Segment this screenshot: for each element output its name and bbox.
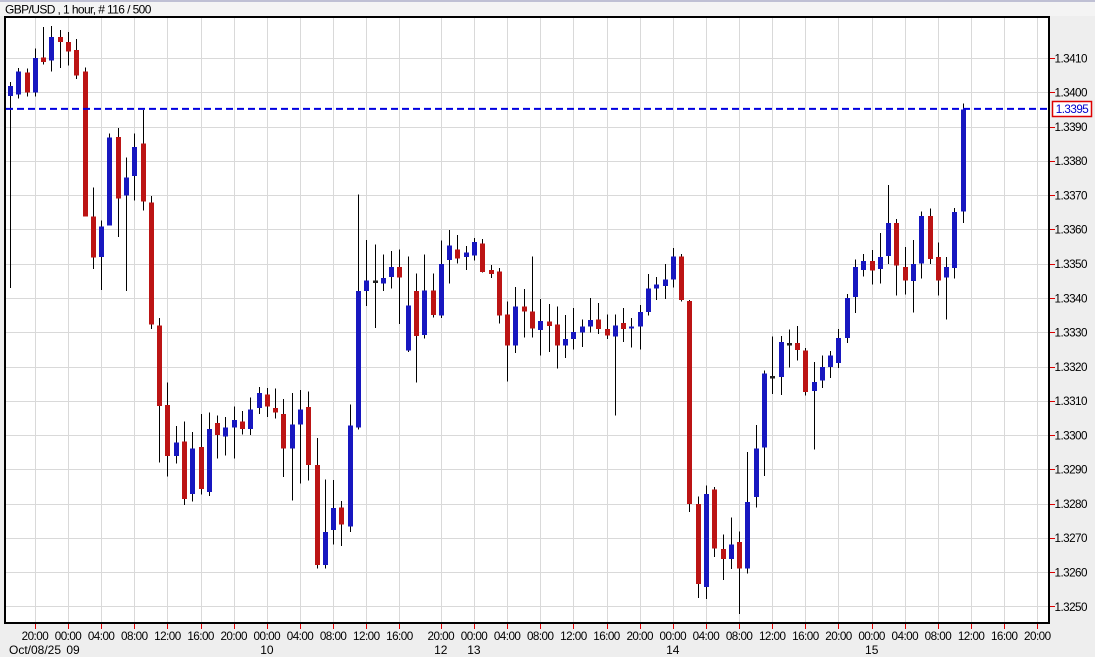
svg-text:16:00: 16:00	[593, 630, 621, 643]
svg-text:1.3395: 1.3395	[1056, 103, 1089, 116]
svg-text:15: 15	[865, 643, 879, 657]
svg-text:00:00: 00:00	[660, 630, 688, 643]
svg-text:04:00: 04:00	[88, 630, 116, 643]
svg-text:08:00: 08:00	[527, 630, 555, 643]
svg-text:08:00: 08:00	[320, 630, 348, 643]
svg-text:08:00: 08:00	[726, 630, 754, 643]
svg-text:20:00: 20:00	[825, 630, 853, 643]
svg-text:1.3250: 1.3250	[1055, 601, 1088, 614]
svg-text:10: 10	[260, 643, 274, 657]
svg-text:20:00: 20:00	[626, 630, 654, 643]
svg-text:1.3270: 1.3270	[1055, 532, 1088, 545]
svg-text:13: 13	[467, 643, 481, 657]
svg-text:1.3310: 1.3310	[1055, 395, 1088, 408]
svg-text:1.3400: 1.3400	[1055, 87, 1088, 100]
svg-text:1.3380: 1.3380	[1055, 155, 1088, 168]
svg-text:00:00: 00:00	[461, 630, 489, 643]
svg-text:12:00: 12:00	[560, 630, 588, 643]
svg-text:1.3370: 1.3370	[1055, 189, 1088, 202]
svg-text:20:00: 20:00	[1024, 630, 1052, 643]
svg-text:04:00: 04:00	[892, 630, 920, 643]
svg-text:1.3350: 1.3350	[1055, 258, 1088, 271]
svg-text:08:00: 08:00	[121, 630, 149, 643]
svg-text:20:00: 20:00	[22, 630, 50, 643]
svg-text:12:00: 12:00	[958, 630, 986, 643]
svg-text:1.3360: 1.3360	[1055, 224, 1088, 237]
svg-text:1.3260: 1.3260	[1055, 567, 1088, 580]
svg-text:1.3290: 1.3290	[1055, 464, 1088, 477]
svg-text:1.3320: 1.3320	[1055, 361, 1088, 374]
svg-text:08:00: 08:00	[925, 630, 953, 643]
svg-text:16:00: 16:00	[386, 630, 414, 643]
svg-text:20:00: 20:00	[220, 630, 248, 643]
svg-text:12:00: 12:00	[759, 630, 787, 643]
svg-text:1.3340: 1.3340	[1055, 292, 1088, 305]
svg-text:12:00: 12:00	[353, 630, 381, 643]
svg-text:16:00: 16:00	[187, 630, 215, 643]
svg-text:00:00: 00:00	[55, 630, 83, 643]
svg-text:1.3330: 1.3330	[1055, 327, 1088, 340]
svg-text:1.3410: 1.3410	[1055, 52, 1088, 65]
svg-text:04:00: 04:00	[287, 630, 315, 643]
svg-text:16:00: 16:00	[991, 630, 1019, 643]
svg-text:20:00: 20:00	[428, 630, 456, 643]
svg-text:14: 14	[666, 643, 680, 657]
svg-text:04:00: 04:00	[693, 630, 721, 643]
svg-text:Oct/08/25: Oct/08/25	[9, 643, 61, 657]
svg-text:1.3300: 1.3300	[1055, 429, 1088, 442]
svg-text:04:00: 04:00	[494, 630, 522, 643]
svg-text:00:00: 00:00	[858, 630, 886, 643]
svg-text:12: 12	[434, 643, 448, 657]
svg-text:12:00: 12:00	[154, 630, 182, 643]
svg-text:1.3390: 1.3390	[1055, 121, 1088, 134]
svg-text:GBP/USD , 1 hour, # 116 / 500: GBP/USD , 1 hour, # 116 / 500	[5, 3, 152, 17]
svg-text:1.3280: 1.3280	[1055, 498, 1088, 511]
svg-text:00:00: 00:00	[254, 630, 282, 643]
svg-text:16:00: 16:00	[792, 630, 820, 643]
svg-text:09: 09	[66, 643, 80, 657]
